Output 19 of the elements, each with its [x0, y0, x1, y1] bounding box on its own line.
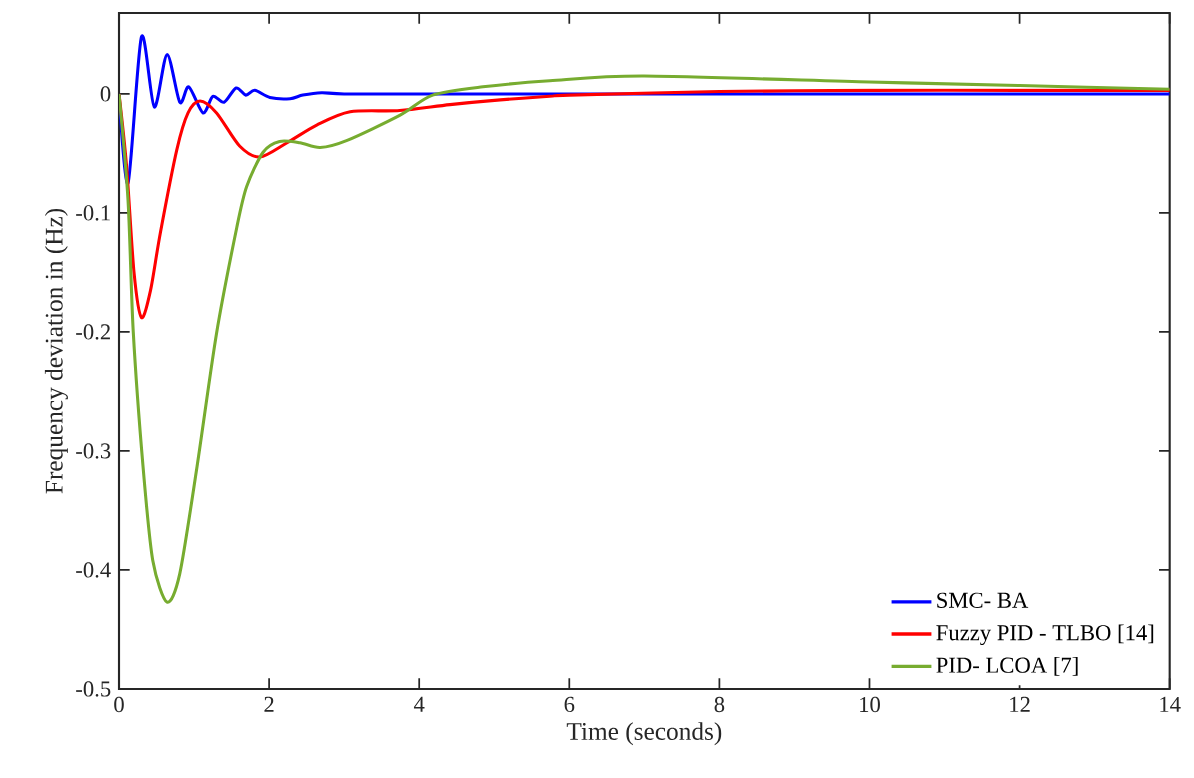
x-tick-label: 0 [114, 696, 124, 713]
x-tick-label: 12 [1010, 696, 1030, 712]
y-tick-label: -0.2 [76, 324, 110, 340]
legend-label: SMC- BA [937, 592, 1029, 608]
y-tick-label: 0 [100, 86, 111, 102]
y-tick-label: -0.4 [76, 562, 111, 578]
legend-label: PID- LCOA [7] [936, 656, 1078, 676]
x-tick-label: 4 [413, 696, 425, 712]
y-tick-label: -0.3 [76, 443, 111, 459]
y-tick-label: -0.1 [76, 205, 110, 221]
x-axis-title: Time (seconds) [566, 722, 722, 746]
x-tick-label: 6 [564, 696, 575, 713]
y-tick-label: -0.5 [76, 681, 111, 697]
x-tick-label: 8 [714, 696, 725, 713]
x-tick-label: 14 [1160, 696, 1181, 712]
y-axis-title: Frequency deviation in (Hz) [44, 208, 68, 494]
x-tick-label: 10 [860, 696, 880, 713]
legend-label: Fuzzy PID - TLBO [14] [936, 624, 1154, 646]
x-tick-label: 2 [264, 696, 274, 712]
